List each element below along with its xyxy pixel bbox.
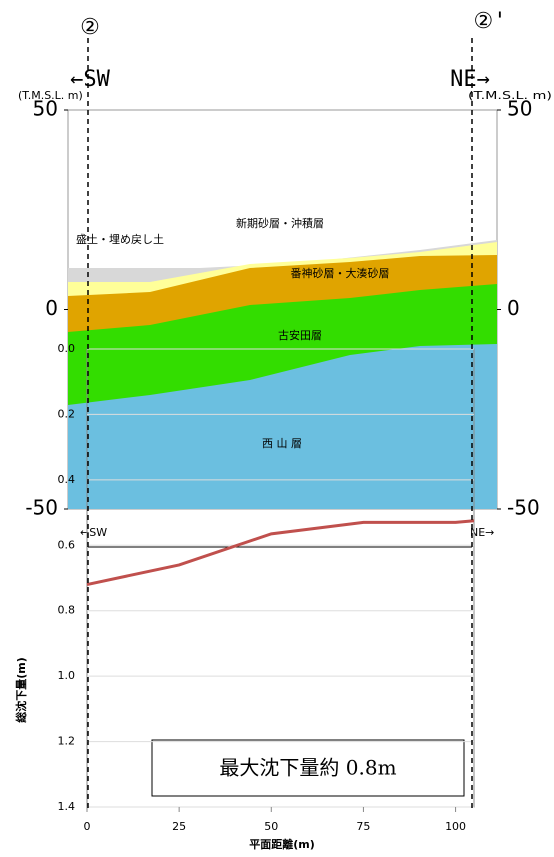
- annotation-box: [151, 739, 465, 797]
- unit-label: (T.M.S.L. m): [18, 89, 83, 102]
- y-tick-label: 0.0: [58, 342, 76, 355]
- marker: ②: [80, 15, 100, 40]
- layer-label: 古安田層: [278, 328, 322, 342]
- y-tick-label: 0.8: [58, 604, 76, 617]
- x-axis-label: 平面距離(m): [249, 837, 315, 851]
- x-tick-label: 75: [356, 820, 370, 833]
- y-tick-label: 0: [45, 296, 58, 320]
- y-axis-label: 総沈下量(m): [14, 657, 28, 723]
- y-tick-label: 0.4: [58, 473, 76, 486]
- direction: NE→: [470, 526, 494, 539]
- layer-label: 西 山 層: [262, 437, 302, 450]
- direction: ←SW: [80, 526, 107, 539]
- section-layers: [67, 109, 498, 510]
- marks: [86, 348, 475, 812]
- y-tick-label: 1.0: [58, 669, 76, 682]
- layer-label: 盛土・埋め戻し土: [76, 232, 164, 246]
- direction: NE→: [450, 67, 490, 92]
- layer-label: 番神砂層・大湊砂層: [291, 266, 390, 280]
- x-tick-label: 50: [264, 820, 278, 833]
- y-tick-label: 0.2: [58, 407, 76, 420]
- x-tick-label: 100: [445, 820, 466, 833]
- marker: ②': [474, 9, 507, 34]
- y-tick-label: 50: [507, 97, 532, 121]
- y-tick-label: -50: [507, 496, 540, 520]
- nishiyama-layer: [68, 344, 497, 509]
- x-tick-label: 0: [84, 820, 91, 833]
- series-line: [86, 519, 475, 587]
- annotation: 最大沈下量約 0.8m: [219, 756, 396, 780]
- direction: ←SW: [70, 67, 110, 92]
- y-tick-label: 0: [507, 296, 520, 320]
- unit-label: (T.M.S.L. m): [468, 89, 552, 102]
- y-tick-label: 0.6: [58, 538, 76, 551]
- y-tick-label: 50: [33, 97, 58, 121]
- y-tick-label: 1.4: [58, 800, 76, 813]
- layer-label: 新期砂層・沖積層: [236, 216, 324, 230]
- y-tick-label: -50: [25, 496, 58, 520]
- x-tick-label: 25: [172, 820, 186, 833]
- y-tick-label: 1.2: [58, 735, 76, 748]
